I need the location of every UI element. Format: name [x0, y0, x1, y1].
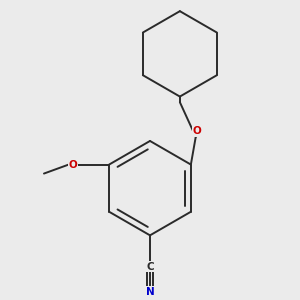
Text: N: N [146, 286, 154, 296]
Text: O: O [192, 126, 201, 136]
Text: C: C [146, 262, 154, 272]
Text: O: O [69, 160, 78, 170]
